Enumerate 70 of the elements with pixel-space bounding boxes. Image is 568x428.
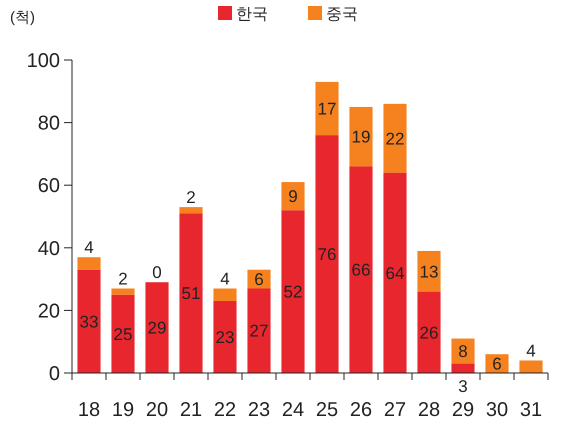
data-label: 3 — [458, 377, 468, 396]
bar — [519, 360, 543, 373]
data-label: 26 — [420, 323, 438, 342]
bar — [349, 166, 373, 373]
data-label: 23 — [216, 328, 234, 348]
legend-label: 한국 — [236, 6, 268, 23]
data-label: 13 — [420, 262, 438, 282]
x-tick-label: 29 — [452, 399, 474, 421]
data-label: 52 — [284, 282, 302, 302]
bar — [111, 294, 135, 373]
x-tick-label: 26 — [350, 399, 372, 421]
y-tick-label: 80 — [38, 112, 60, 135]
y-tick-label: 60 — [38, 175, 60, 198]
x-tick-label: 25 — [316, 399, 338, 421]
bar — [145, 282, 169, 373]
bar — [315, 82, 339, 136]
data-label: 17 — [318, 100, 336, 119]
bar — [383, 104, 407, 173]
bar — [111, 288, 135, 295]
x-tick-label: 18 — [78, 399, 100, 421]
y-tick-label: 0 — [48, 363, 60, 385]
data-label: 25 — [114, 324, 132, 344]
y-tick-label: 40 — [38, 238, 60, 260]
bar — [179, 213, 203, 373]
x-tick-label: 22 — [214, 399, 236, 421]
data-label: 6 — [254, 270, 264, 290]
data-label: 4 — [84, 238, 94, 258]
bar — [451, 364, 475, 373]
bar — [77, 257, 101, 270]
bar — [383, 172, 407, 373]
data-label: 2 — [118, 269, 128, 288]
bar — [281, 182, 305, 210]
y-axis-title: (척) — [10, 9, 35, 26]
data-label: 4 — [526, 341, 536, 360]
data-label: 4 — [220, 269, 230, 288]
data-label: 6 — [492, 354, 502, 374]
x-tick-label: 24 — [282, 399, 304, 421]
bar — [179, 207, 203, 214]
y-tick-label: 100 — [26, 50, 60, 72]
x-tick-label: 21 — [180, 399, 202, 421]
data-label: 66 — [352, 260, 370, 280]
data-label: 9 — [288, 187, 298, 206]
data-label: 19 — [352, 128, 370, 147]
data-label: 8 — [458, 342, 468, 362]
data-label: 51 — [182, 284, 200, 304]
data-label: 27 — [250, 322, 268, 341]
bar — [77, 270, 101, 373]
bar — [417, 292, 441, 373]
data-label: 64 — [386, 264, 404, 283]
x-tick-label: 20 — [146, 399, 168, 421]
x-tick-label: 23 — [248, 399, 270, 421]
legend-label: 중국 — [326, 6, 358, 23]
bar — [349, 106, 373, 166]
data-label: 22 — [386, 129, 404, 148]
data-label: 0 — [152, 263, 162, 282]
bar — [281, 210, 305, 373]
y-tick-label: 20 — [38, 300, 60, 322]
bar — [213, 301, 237, 373]
x-tick-label: 19 — [112, 399, 134, 421]
bar — [247, 288, 271, 373]
x-tick-label: 31 — [520, 399, 542, 421]
data-label: 2 — [186, 188, 196, 208]
data-label: 76 — [318, 245, 336, 264]
data-label: 29 — [148, 318, 166, 338]
data-label: 33 — [80, 312, 98, 332]
bar — [315, 135, 339, 373]
x-tick-label: 30 — [486, 399, 508, 421]
x-tick-label: 27 — [384, 399, 406, 421]
bar — [213, 288, 237, 302]
x-tick-label: 28 — [418, 399, 440, 421]
